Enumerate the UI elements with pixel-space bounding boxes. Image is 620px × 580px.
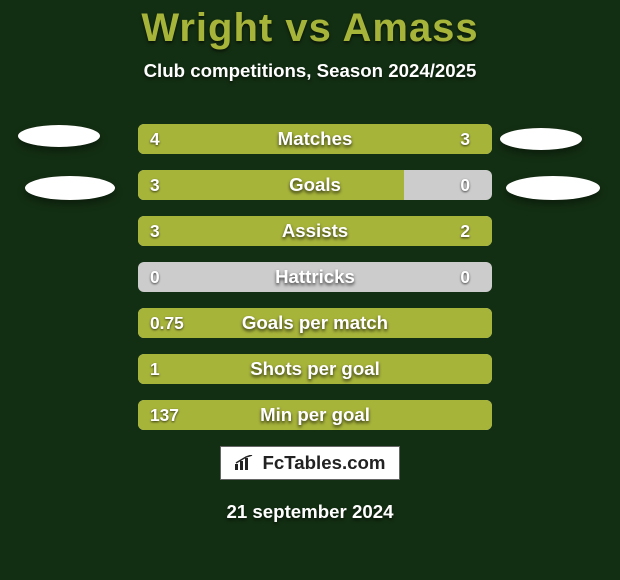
stat-value-right: 2	[460, 216, 470, 246]
ellipse-deco	[25, 176, 115, 200]
stat-value-left: 0	[150, 262, 160, 292]
stat-row: 0.75Goals per match	[0, 308, 620, 338]
stat-value-right: 0	[460, 262, 470, 292]
stat-fill-left	[138, 124, 340, 154]
ellipse-deco	[506, 176, 600, 200]
stat-fill-left	[138, 400, 492, 430]
stat-value-left: 3	[150, 170, 160, 200]
title-player-a: Wright	[141, 6, 273, 50]
stat-track	[138, 124, 492, 154]
brand-box: FcTables.com	[220, 446, 400, 480]
stat-value-left: 0.75	[150, 308, 184, 338]
title-player-b: Amass	[342, 6, 478, 50]
stat-row: 32Assists	[0, 216, 620, 246]
stat-fill-left	[138, 354, 492, 384]
chart-icon	[234, 455, 256, 471]
ellipse-deco	[18, 125, 100, 147]
stat-value-left: 1	[150, 354, 160, 384]
ellipse-deco	[500, 128, 582, 150]
stat-row: 137Min per goal	[0, 400, 620, 430]
stat-track	[138, 262, 492, 292]
stat-track	[138, 170, 492, 200]
stat-track	[138, 400, 492, 430]
stat-fill-left	[138, 216, 350, 246]
stat-track	[138, 216, 492, 246]
stat-row: 1Shots per goal	[0, 354, 620, 384]
stat-track	[138, 354, 492, 384]
stat-fill-left	[138, 170, 404, 200]
stat-row: 00Hattricks	[0, 262, 620, 292]
stat-fill-left	[138, 308, 492, 338]
date-line: 21 september 2024	[0, 501, 620, 523]
subtitle: Club competitions, Season 2024/2025	[0, 60, 620, 82]
stat-bars: 43Matches30Goals32Assists00Hattricks0.75…	[0, 124, 620, 446]
stat-value-left: 3	[150, 216, 160, 246]
page-title: Wright vs Amass	[0, 6, 620, 51]
stat-value-right: 0	[460, 170, 470, 200]
stat-track	[138, 308, 492, 338]
stat-fill-right	[350, 216, 492, 246]
stat-value-right: 3	[460, 124, 470, 154]
comparison-infographic: Wright vs Amass Club competitions, Seaso…	[0, 0, 620, 580]
stat-value-left: 4	[150, 124, 160, 154]
brand-label: FcTables.com	[262, 452, 385, 474]
title-vs: vs	[285, 6, 332, 50]
stat-value-left: 137	[150, 400, 179, 430]
